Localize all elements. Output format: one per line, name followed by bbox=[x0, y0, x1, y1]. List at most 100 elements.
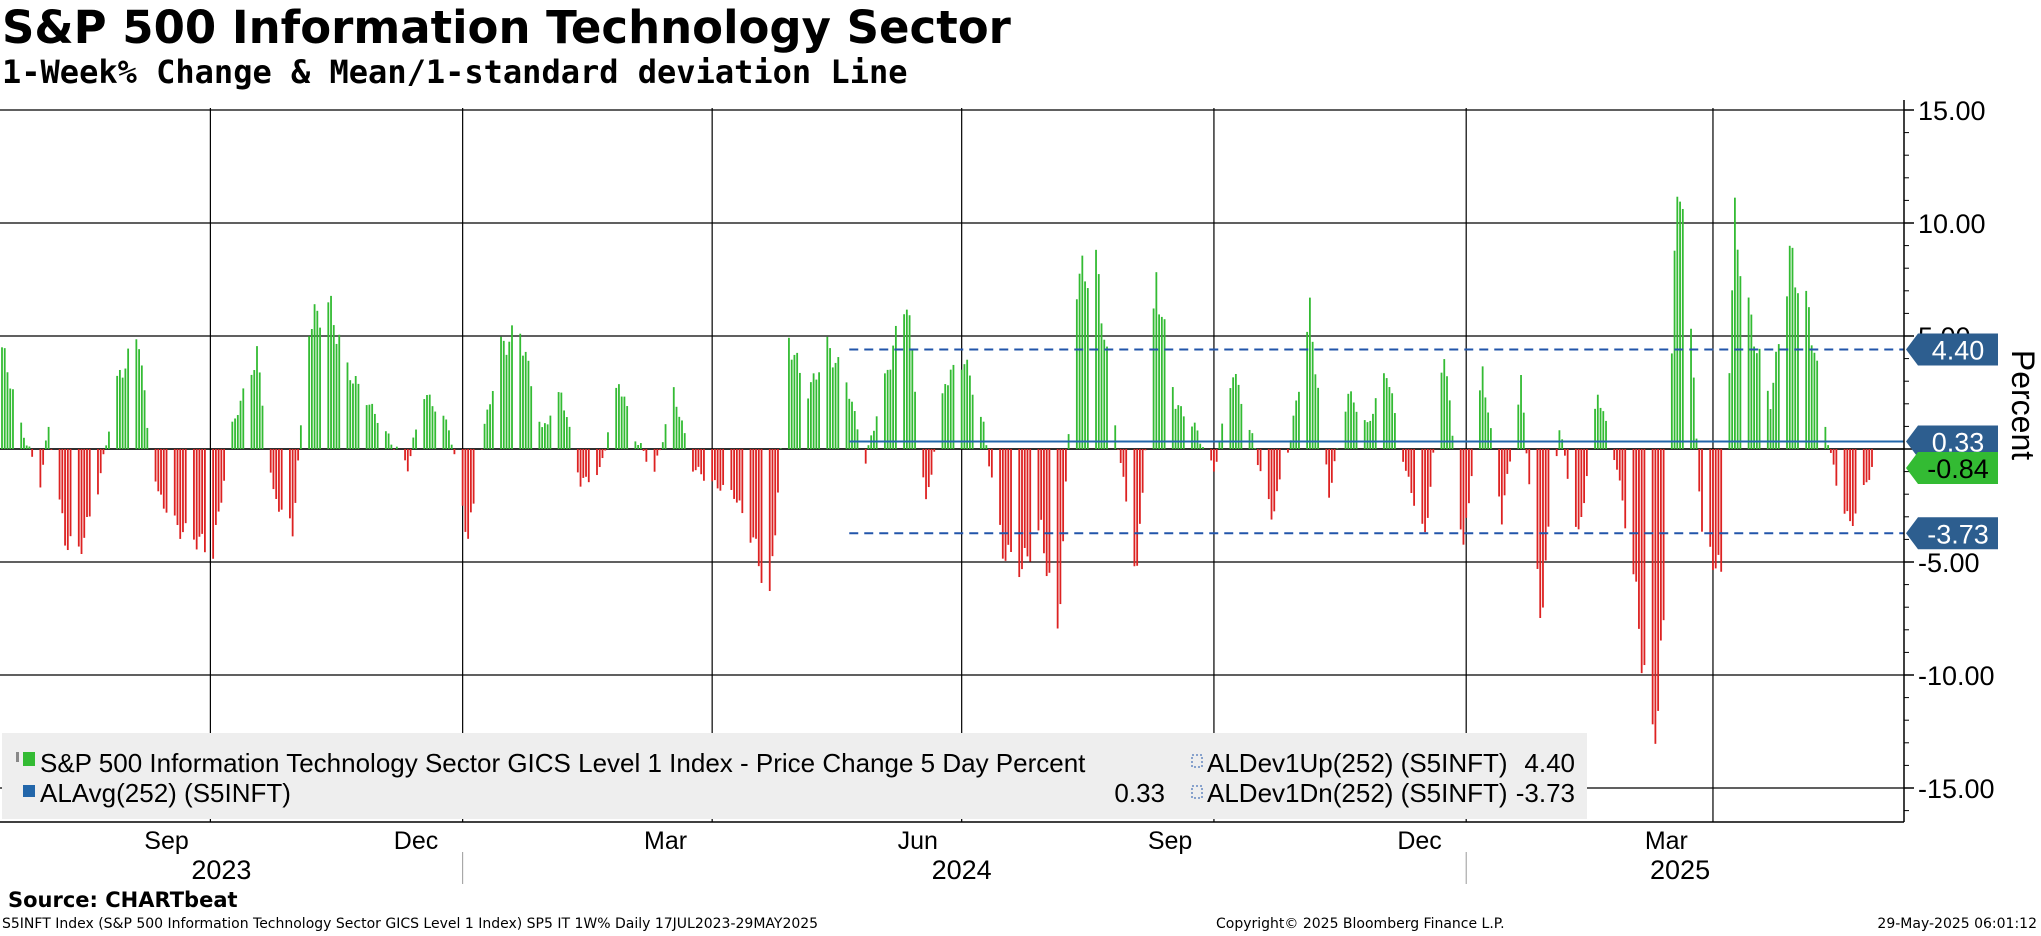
data-bar bbox=[790, 359, 793, 449]
data-bar bbox=[925, 449, 927, 500]
data-bar bbox=[524, 351, 527, 449]
data-bar bbox=[1739, 276, 1742, 449]
data-bar bbox=[585, 449, 587, 477]
data-bar bbox=[1103, 339, 1106, 449]
data-bar bbox=[1114, 425, 1117, 449]
data-bar bbox=[384, 431, 387, 449]
data-bar bbox=[730, 449, 733, 490]
data-bar bbox=[278, 449, 280, 512]
data-bar bbox=[1276, 449, 1278, 492]
data-bar bbox=[423, 399, 426, 449]
data-bar bbox=[97, 449, 99, 495]
data-bar bbox=[23, 437, 25, 449]
data-bar bbox=[947, 385, 949, 449]
data-bar bbox=[395, 446, 398, 449]
data-bar bbox=[1402, 449, 1405, 462]
data-bar bbox=[412, 437, 415, 449]
legend-value: 4.40 bbox=[1524, 748, 1575, 778]
data-bar bbox=[1654, 449, 1657, 744]
data-bar bbox=[505, 354, 508, 449]
data-bar bbox=[374, 413, 376, 449]
data-bar bbox=[108, 431, 110, 449]
x-month-label: Dec bbox=[394, 827, 438, 855]
data-bar bbox=[42, 449, 45, 465]
data-bar bbox=[568, 426, 571, 449]
data-bar bbox=[738, 449, 741, 501]
data-bar bbox=[1605, 420, 1607, 449]
data-bar bbox=[1577, 449, 1580, 530]
data-bar bbox=[853, 411, 856, 449]
data-bar bbox=[1086, 288, 1089, 449]
data-bar bbox=[1177, 405, 1180, 449]
data-bar bbox=[1062, 449, 1065, 542]
data-bar bbox=[1314, 374, 1317, 449]
data-bar bbox=[886, 369, 889, 449]
data-bar bbox=[884, 373, 886, 449]
x-year-label: 2024 bbox=[932, 855, 992, 885]
data-bar bbox=[541, 427, 544, 449]
data-bar bbox=[719, 449, 722, 491]
data-bar bbox=[160, 449, 162, 495]
data-bar bbox=[1064, 449, 1067, 482]
data-bar bbox=[711, 449, 714, 482]
data-bar bbox=[1750, 314, 1753, 449]
data-bar bbox=[1676, 196, 1679, 449]
data-bar bbox=[1174, 408, 1177, 449]
data-bar bbox=[1868, 449, 1871, 480]
data-bar bbox=[716, 449, 719, 489]
data-bar bbox=[313, 304, 316, 449]
data-bar bbox=[1171, 387, 1174, 449]
data-bar bbox=[1119, 449, 1122, 463]
data-bar bbox=[681, 420, 683, 449]
value-tag-label: -0.84 bbox=[1927, 454, 1989, 484]
data-bar bbox=[1023, 449, 1026, 548]
legend-swatch bbox=[23, 752, 35, 766]
legend-swatch bbox=[23, 785, 35, 797]
data-bar bbox=[179, 449, 182, 539]
data-bar bbox=[1333, 449, 1336, 462]
data-bar bbox=[1498, 449, 1500, 497]
source-note: Source: CHARTbeat bbox=[8, 888, 238, 912]
data-bar bbox=[601, 449, 604, 459]
data-bar bbox=[809, 382, 812, 449]
data-bar bbox=[428, 394, 431, 449]
data-bar bbox=[637, 444, 640, 449]
data-bar bbox=[1344, 411, 1347, 449]
data-bar bbox=[1484, 397, 1487, 449]
data-bar bbox=[733, 449, 735, 499]
data-bar bbox=[1133, 449, 1136, 567]
data-bar bbox=[1158, 314, 1160, 449]
data-bar bbox=[1045, 449, 1048, 577]
data-bar bbox=[1506, 449, 1509, 474]
data-bar bbox=[1292, 415, 1295, 449]
data-bar bbox=[3, 348, 6, 449]
data-bar bbox=[64, 449, 66, 546]
data-bar bbox=[146, 427, 149, 449]
data-bar bbox=[138, 349, 140, 449]
data-bar bbox=[1692, 377, 1695, 449]
data-bar bbox=[352, 383, 354, 449]
data-bar bbox=[856, 429, 859, 449]
data-bar bbox=[1479, 390, 1481, 449]
data-bar bbox=[1374, 398, 1377, 449]
data-bar bbox=[1813, 352, 1816, 449]
data-bar bbox=[464, 449, 467, 532]
data-bar bbox=[1100, 323, 1103, 449]
data-bar bbox=[47, 426, 50, 449]
data-bar bbox=[502, 340, 505, 449]
data-bar bbox=[58, 449, 61, 500]
value-tag bbox=[1906, 517, 1998, 550]
data-bar bbox=[1007, 449, 1010, 545]
data-bar bbox=[818, 372, 820, 449]
data-bar bbox=[519, 333, 522, 449]
data-bar bbox=[829, 348, 831, 449]
data-bar bbox=[450, 444, 453, 449]
data-bar bbox=[692, 449, 694, 472]
data-bar bbox=[1440, 372, 1443, 449]
data-bar bbox=[1659, 449, 1662, 641]
value-tag bbox=[1906, 425, 1998, 458]
data-bar bbox=[1383, 373, 1385, 449]
data-bar bbox=[1621, 449, 1624, 501]
data-bar bbox=[1854, 449, 1857, 514]
data-bar bbox=[1829, 449, 1832, 453]
